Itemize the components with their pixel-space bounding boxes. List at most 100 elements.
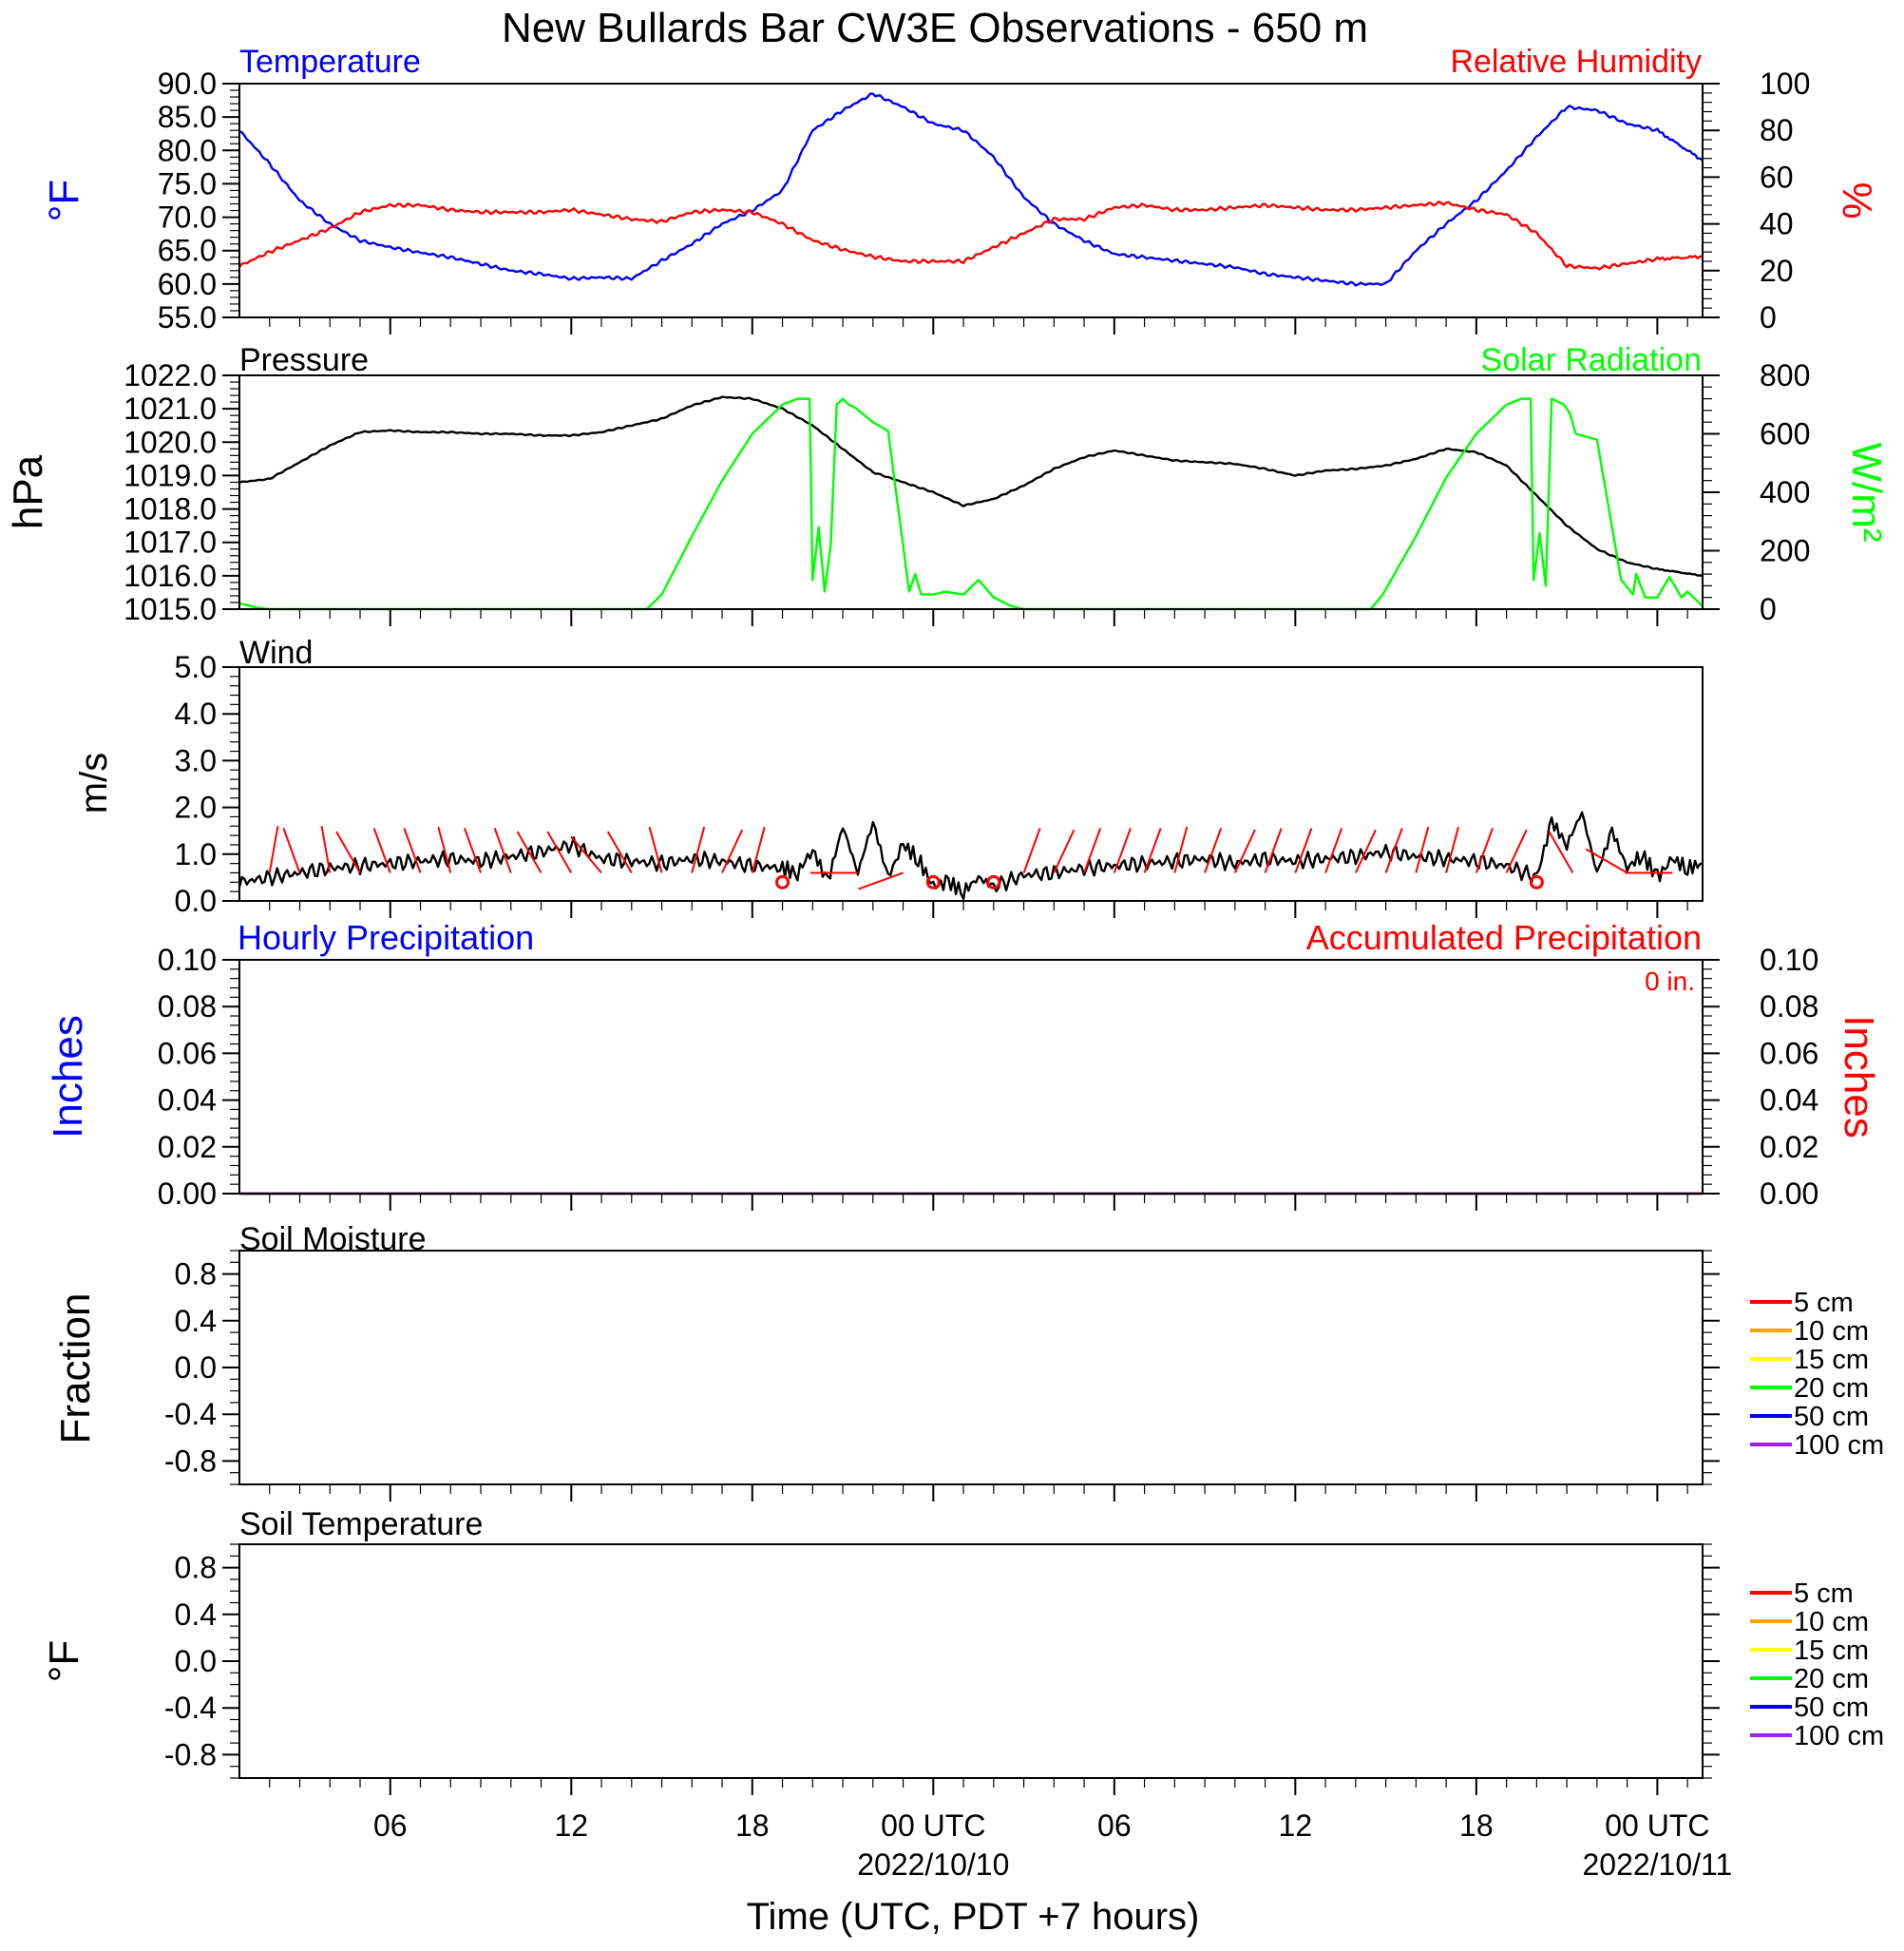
wind-plot	[238, 811, 1704, 900]
wind-barb	[1324, 828, 1343, 873]
soil-temp-frame	[238, 1543, 1704, 1779]
tick-label: -0.4	[164, 1397, 217, 1431]
wind-barb	[691, 826, 706, 873]
x-tick-label: 18	[735, 1808, 770, 1843]
tick-label: 85.0	[158, 100, 217, 134]
wind-barb	[1053, 829, 1076, 873]
soil-moisture-unit: Fraction	[52, 1293, 99, 1444]
wind-barb	[1548, 831, 1574, 873]
tick-label: 80.0	[158, 133, 217, 167]
soil-moisture-tick-labels: 0.8 0.4 0.0 -0.4 -0.8	[164, 1250, 1720, 1485]
accum-precip-unit: Inches	[1836, 1015, 1882, 1138]
tick-label: 0.8	[175, 1551, 217, 1585]
wind-barb	[403, 828, 422, 873]
legend-label: 10 cm	[1794, 1607, 1869, 1637]
legend-label: 10 cm	[1794, 1316, 1869, 1347]
tick-label: 0.4	[175, 1597, 217, 1632]
tick-label: 0.00	[158, 1176, 217, 1211]
calm-wind-marker	[1529, 874, 1544, 889]
wind-barb	[1354, 829, 1377, 873]
wind-barb	[606, 831, 633, 873]
solar-tick-labels: 800 600 400 200 0	[1703, 358, 1810, 626]
wind-barb	[268, 826, 279, 873]
tick-label: 1.0	[175, 837, 217, 871]
tick-label: 60	[1760, 160, 1794, 194]
tick-label: 0.06	[1760, 1036, 1818, 1070]
x-tick-label: 18	[1459, 1808, 1494, 1843]
x-tick-label: 12	[554, 1808, 588, 1843]
panel-soil-temp: Soil Temperature °F 0.8 0.4 0.0 -0.4 -0.8 5 …	[41, 1506, 1884, 1779]
wind-barb	[1505, 829, 1528, 873]
wind-barb	[1585, 848, 1628, 874]
tick-label: 0	[1760, 300, 1777, 335]
soil-temp-tick-labels: 0.8 0.4 0.0 -0.4 -0.8	[164, 1543, 1720, 1779]
hourly-precip-title: Hourly Precipitation	[238, 918, 534, 957]
panel-precip: Hourly Precipitation Accumulated Precipi…	[45, 918, 1882, 1211]
temperature-title: Temperature	[239, 44, 421, 80]
wind-barb	[648, 826, 663, 873]
hourly-precip-tick-labels: 0.10 0.08 0.06 0.04 0.02 0.00	[158, 943, 239, 1211]
x-date-label: 2022/10/10	[857, 1847, 1009, 1882]
tick-label: 65.0	[158, 234, 217, 268]
tick-label: 60.0	[158, 267, 217, 301]
tick-label: 0.02	[1760, 1130, 1818, 1164]
temp-rh-frame	[238, 83, 1704, 318]
wind-barb	[1445, 826, 1460, 873]
wind-barb	[1113, 828, 1132, 873]
wind-barb	[1294, 828, 1313, 873]
temp-rh-plot	[238, 92, 1704, 287]
wind-barb	[1264, 828, 1283, 873]
tick-label: 3.0	[175, 743, 217, 777]
wind-barb	[463, 828, 482, 873]
wind-barb	[1022, 828, 1041, 873]
tick-label: 400	[1760, 475, 1810, 509]
tick-label: 1020.0	[124, 425, 217, 459]
tick-label: 80	[1760, 113, 1794, 147]
legend-label: 20 cm	[1794, 1664, 1869, 1694]
wind-title: Wind	[239, 635, 313, 671]
tick-label: 1021.0	[124, 392, 217, 426]
wind-barb	[570, 835, 602, 874]
pressure-tick-labels: 1022.01021.01020.01019.01018.01017.01016…	[124, 358, 239, 626]
wind-barb	[721, 829, 744, 873]
legend-label: 5 cm	[1794, 1288, 1854, 1318]
tick-label: 0.00	[1760, 1176, 1818, 1211]
wind-barb	[1415, 826, 1430, 873]
x-tick-label: 00 UTC	[1605, 1808, 1709, 1843]
tick-label: 4.0	[175, 697, 217, 731]
wind-barb	[372, 828, 391, 873]
wind-barb	[1143, 828, 1162, 873]
x-tick-label: 06	[1097, 1808, 1132, 1843]
tick-label: 1019.0	[124, 458, 217, 492]
pressure-title: Pressure	[239, 342, 369, 378]
tick-label: 0.8	[175, 1257, 217, 1291]
tick-label: 0.04	[158, 1083, 217, 1118]
pressure-solar-plot	[238, 395, 1704, 611]
soil-moisture-frame	[238, 1250, 1704, 1485]
tick-label: 0.08	[1760, 989, 1818, 1023]
x-axis-tick-labels: 06 12 18 00 UTC 2022/10/10 06 12 18 00 UTC 2022/1…	[269, 317, 1732, 1882]
tick-label: 0.0	[175, 1644, 217, 1678]
panel-wind: Wind m/s 5.0 4.0 3.0 2.0 1.0 0.0	[73, 635, 1704, 918]
tick-label: 0.02	[158, 1130, 217, 1164]
wind-barb	[1384, 828, 1403, 873]
tick-label: 1018.0	[124, 492, 217, 526]
tick-label: 0.04	[1760, 1083, 1818, 1118]
tick-label: 5.0	[175, 650, 217, 684]
soil-moisture-title: Soil Moisture	[239, 1221, 427, 1257]
tick-label: 55.0	[158, 300, 217, 335]
x-date-label: 2022/10/11	[1582, 1847, 1732, 1882]
panel-pressure-solar: Pressure Solar Radiation hPa W/m² 1022.0…	[5, 342, 1890, 626]
rh-tick-labels: 100 80 60 40 20 0	[1703, 67, 1810, 335]
calm-wind-marker	[775, 874, 790, 889]
tick-label: 0.08	[158, 989, 217, 1023]
tick-label: 0.4	[175, 1304, 217, 1338]
accum-precip-title: Accumulated Precipitation	[1306, 918, 1702, 957]
chart-title: New Bullards Bar CW3E Observations - 650…	[502, 5, 1368, 51]
soil-temp-title: Soil Temperature	[239, 1506, 483, 1542]
tick-label: 1022.0	[124, 358, 217, 392]
x-tick-label: 00 UTC	[881, 1808, 985, 1843]
tick-label: 0	[1760, 592, 1777, 626]
